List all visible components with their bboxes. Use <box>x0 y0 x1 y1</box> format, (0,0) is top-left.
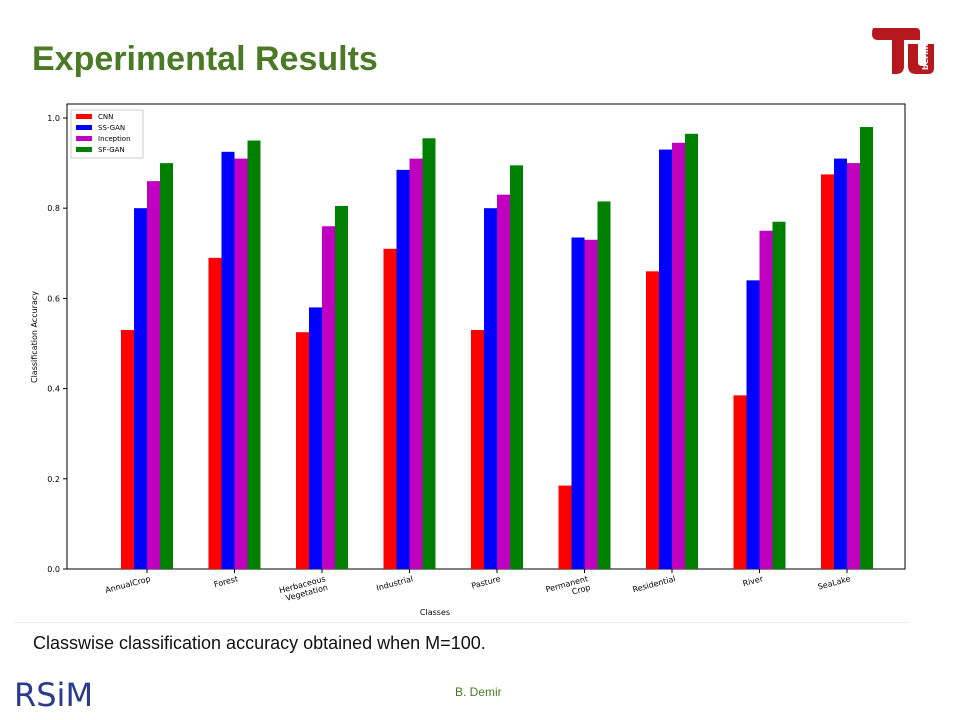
tu-logo-text: berlin <box>921 43 930 70</box>
x-tick-label-line: Pasture <box>470 574 501 590</box>
bar-cnn <box>821 174 834 569</box>
bar-cnn <box>208 257 222 569</box>
bar-ss-gan <box>484 208 497 569</box>
bar-ss-gan <box>309 307 322 569</box>
figure-caption: Classwise classification accuracy obtain… <box>33 633 486 653</box>
x-tick-label-line: Forest <box>213 574 239 589</box>
bar-inception <box>584 239 598 569</box>
x-tick-label-line: Industrial <box>375 574 414 592</box>
x-tick-label-line: AnnualCrop <box>104 574 151 595</box>
legend-label: Inception <box>98 135 131 143</box>
bar-inception <box>847 163 860 569</box>
y-tick-label: 0.2 <box>47 475 60 484</box>
bar-sf-gan <box>860 127 873 569</box>
bar-ss-gan <box>834 158 847 569</box>
bar-inception <box>147 181 160 569</box>
chart-container: 0.0 0.2 0.4 0.6 0.8 1.0 AnnualCrop Forest Herba… <box>20 100 910 620</box>
bar-cnn <box>733 395 747 569</box>
bar-ss-gan <box>221 151 235 569</box>
x-tick-label: Pasture <box>470 574 501 590</box>
legend-label: CNN <box>98 113 113 121</box>
x-tick-label-line: SeaLake <box>817 574 852 591</box>
legend-label: SS-GAN <box>98 124 125 132</box>
separator-line <box>14 622 910 623</box>
y-tick-label: 0.6 <box>47 294 60 303</box>
bar-ss-gan <box>746 280 760 569</box>
x-tick-label: Residential <box>632 574 677 594</box>
bar-ss-gan <box>134 208 147 569</box>
bar-cnn <box>558 485 572 569</box>
x-tick-label: HerbaceousVegetation <box>278 574 329 604</box>
bar-sf-gan <box>247 140 261 570</box>
x-tick-label: Forest <box>213 574 239 589</box>
y-tick-label: 0.4 <box>47 385 60 394</box>
y-tick-label: 0.8 <box>47 204 60 213</box>
x-tick-label: AnnualCrop <box>104 574 151 595</box>
bar-cnn <box>121 329 134 569</box>
legend-swatch <box>76 114 92 119</box>
bar-cnn <box>646 271 659 569</box>
bar-sf-gan <box>160 163 173 569</box>
x-tick-label: SeaLake <box>817 574 852 591</box>
y-axis-label: Classification Accuracy <box>30 291 39 383</box>
author-name: B. Demir <box>455 685 502 699</box>
bar-sf-gan <box>510 165 523 569</box>
slide-title: Experimental Results <box>32 40 378 78</box>
bar-ss-gan <box>571 237 585 569</box>
x-tick-label: Industrial <box>375 574 414 592</box>
bar-inception <box>497 194 510 570</box>
legend-label: SF-GAN <box>98 146 125 154</box>
bar-sf-gan <box>772 221 786 569</box>
bar-sf-gan <box>685 133 698 569</box>
x-tick-label-line: Residential <box>632 574 677 594</box>
legend-swatch <box>76 125 92 130</box>
legend-swatch <box>76 147 92 152</box>
x-axis-label: Classes <box>420 608 450 617</box>
bar-inception <box>672 142 685 569</box>
x-tick-label: River <box>742 574 765 588</box>
bar-sf-gan <box>335 205 348 569</box>
y-tick-label: 0.0 <box>47 565 60 574</box>
rsim-logo-text: RSiM <box>14 676 93 714</box>
bar-sf-gan <box>422 138 436 570</box>
bar-inception <box>322 226 335 569</box>
y-tick-label: 1.0 <box>47 114 60 123</box>
x-tick-label-line: River <box>742 574 765 588</box>
bar-inception <box>234 158 248 569</box>
tu-berlin-logo: berlin <box>872 28 934 74</box>
bar-cnn <box>471 329 484 569</box>
bar-chart: 0.0 0.2 0.4 0.6 0.8 1.0 AnnualCrop Forest Herba… <box>30 103 906 617</box>
legend-swatch <box>76 136 92 141</box>
bar-cnn <box>383 248 397 570</box>
bar-sf-gan <box>597 201 611 569</box>
bar-ss-gan <box>396 169 410 569</box>
bar-ss-gan <box>659 149 672 569</box>
bar-cnn <box>296 332 309 569</box>
bar-inception <box>409 158 423 569</box>
bar-inception <box>759 230 773 569</box>
rsim-logo: RSiM <box>14 676 93 714</box>
x-tick-label: PermanentCrop <box>545 574 592 603</box>
